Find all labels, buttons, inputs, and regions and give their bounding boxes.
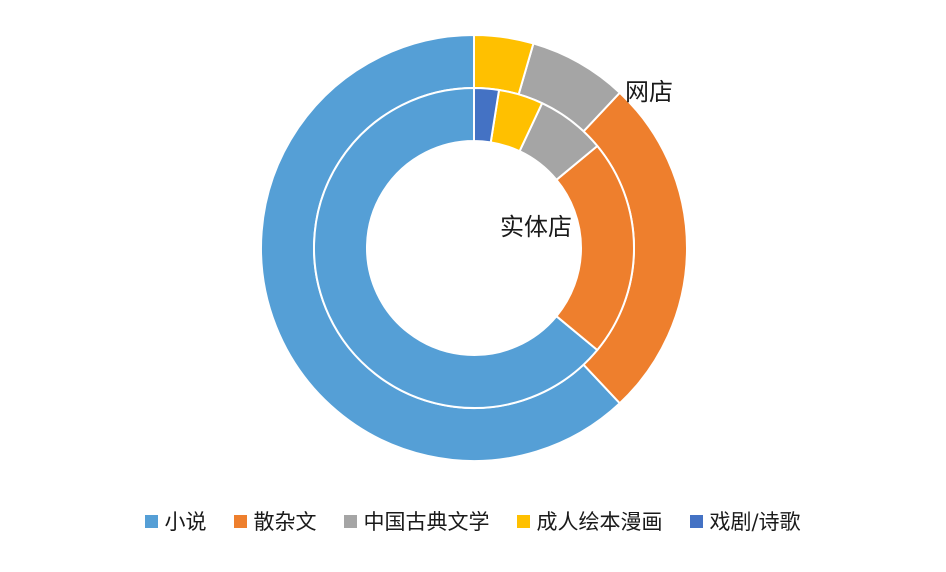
legend-label: 散杂文: [253, 510, 317, 534]
legend-label: 中国古典文学: [363, 510, 490, 534]
slice-inner-1: [555, 144, 635, 352]
series-label-online: 网店: [625, 78, 673, 106]
legend-swatch: [690, 514, 704, 528]
slice-inner-2: [518, 101, 599, 182]
legend-swatch: [344, 514, 358, 528]
series-label-store: 实体店: [500, 213, 572, 241]
legend-label: 小说: [164, 510, 207, 534]
slice-inner-0: [313, 86, 599, 409]
legend: 小说 散杂文 中国古典文学 成人绘本漫画 戏剧/诗歌: [0, 506, 946, 536]
legend-item-classics: 中国古典文学: [344, 506, 489, 536]
legend-label: 戏剧/诗歌: [709, 510, 801, 534]
legend-item-drama-poetry: 戏剧/诗歌: [690, 506, 801, 536]
legend-label: 成人绘本漫画: [536, 510, 663, 534]
legend-item-novel: 小说: [145, 506, 206, 536]
legend-item-essay: 散杂文: [234, 506, 316, 536]
slice-inner-4: [473, 86, 501, 144]
legend-swatch: [145, 514, 159, 528]
slice-inner-3: [489, 88, 544, 153]
legend-swatch: [234, 514, 248, 528]
legend-item-comics: 成人绘本漫画: [517, 506, 662, 536]
legend-swatch: [517, 514, 531, 528]
